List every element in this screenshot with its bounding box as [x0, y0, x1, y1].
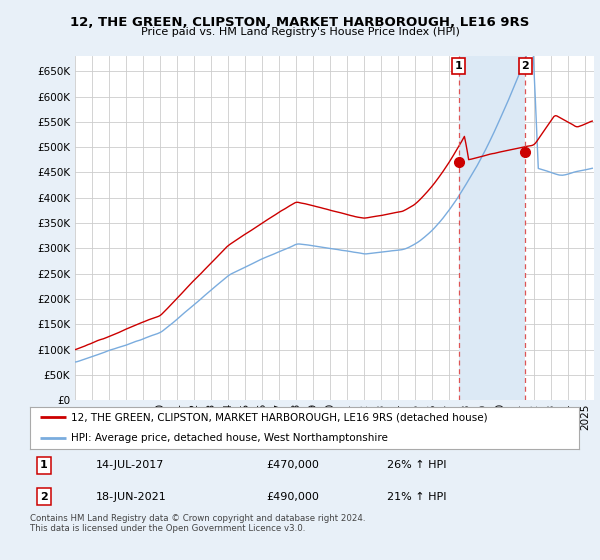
Bar — [458, 56, 525, 400]
Text: £470,000: £470,000 — [266, 460, 319, 470]
Text: 14-JUL-2017: 14-JUL-2017 — [96, 460, 164, 470]
Text: 12, THE GREEN, CLIPSTON, MARKET HARBOROUGH, LE16 9RS: 12, THE GREEN, CLIPSTON, MARKET HARBOROU… — [70, 16, 530, 29]
Text: HPI: Average price, detached house, West Northamptonshire: HPI: Average price, detached house, West… — [71, 433, 388, 443]
Text: Price paid vs. HM Land Registry's House Price Index (HPI): Price paid vs. HM Land Registry's House … — [140, 27, 460, 37]
Text: 2: 2 — [521, 61, 529, 71]
Text: 21% ↑ HPI: 21% ↑ HPI — [387, 492, 446, 502]
Text: 12, THE GREEN, CLIPSTON, MARKET HARBOROUGH, LE16 9RS (detached house): 12, THE GREEN, CLIPSTON, MARKET HARBOROU… — [71, 412, 488, 422]
Text: 1: 1 — [40, 460, 47, 470]
Text: 2: 2 — [40, 492, 47, 502]
Text: 1: 1 — [455, 61, 463, 71]
Text: Contains HM Land Registry data © Crown copyright and database right 2024.
This d: Contains HM Land Registry data © Crown c… — [30, 514, 365, 534]
Text: £490,000: £490,000 — [266, 492, 319, 502]
Text: 26% ↑ HPI: 26% ↑ HPI — [387, 460, 446, 470]
Text: 18-JUN-2021: 18-JUN-2021 — [96, 492, 167, 502]
